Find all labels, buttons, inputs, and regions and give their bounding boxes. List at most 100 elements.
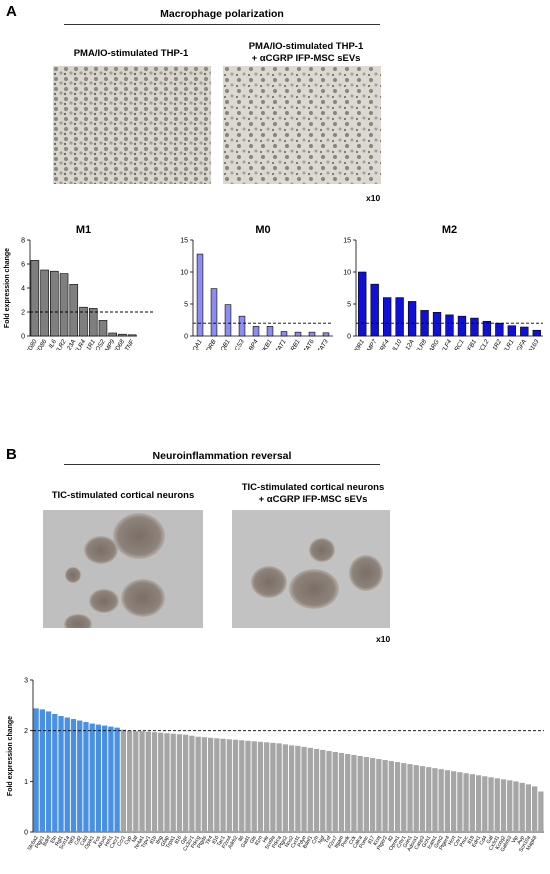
- x-tick-label: Cyp: [124, 835, 134, 846]
- bar: [264, 742, 270, 832]
- x-tick-label: TNF: [124, 338, 137, 350]
- bar: [83, 722, 89, 832]
- bar: [351, 754, 357, 832]
- y-tick-label: 6: [21, 262, 25, 269]
- bar: [257, 741, 264, 832]
- x-tick-label: TLR8: [415, 338, 429, 350]
- bar: [133, 731, 139, 832]
- neurosphere: [65, 567, 81, 583]
- bar: [369, 758, 376, 832]
- bar: [394, 762, 401, 832]
- bar: [50, 270, 59, 337]
- y-tick-label: 10: [180, 270, 188, 277]
- y-tick-label: 15: [180, 238, 188, 245]
- bar: [358, 271, 367, 337]
- bar: [407, 301, 417, 337]
- x-tick-label: Grm2: [433, 835, 445, 849]
- bar: [338, 752, 345, 832]
- neurosphere: [121, 579, 165, 617]
- x-tick-label: Crhr1: [396, 835, 408, 849]
- x-tick-label: Tlr4: [205, 835, 215, 846]
- x-tick-label: Vip: [511, 835, 520, 845]
- x-tick-label: Tnf: [324, 835, 333, 845]
- bar: [70, 719, 77, 832]
- bar: [507, 780, 513, 832]
- x-tick-label: Gch1: [421, 835, 432, 849]
- x-tick-label: Cdcl: [79, 835, 89, 847]
- bar: [419, 766, 426, 832]
- y-axis-label: Fold expression change: [4, 248, 11, 328]
- bar: [79, 306, 88, 337]
- bar: [326, 750, 332, 832]
- x-tick-label: Pdyn: [297, 835, 308, 848]
- x-tick-label: Kcnj: [372, 835, 382, 847]
- x-tick-label: Crh: [311, 835, 320, 845]
- bar: [158, 732, 164, 832]
- bar: [432, 768, 438, 832]
- bar: [145, 731, 151, 832]
- bar: [45, 711, 52, 832]
- x-tick-label: TLR1: [502, 339, 516, 351]
- neurosphere: [309, 538, 335, 562]
- bar: [220, 738, 226, 832]
- bar: [276, 743, 282, 832]
- x-tick-label: Gal: [486, 835, 495, 845]
- bar: [495, 322, 504, 337]
- panel-a-title: Macrophage polarization: [160, 8, 284, 20]
- bar: [183, 734, 189, 832]
- x-tick-label: Cxcl1: [290, 835, 302, 849]
- bar: [470, 317, 479, 337]
- bar: [52, 713, 58, 832]
- x-tick-label: Tac1: [216, 835, 227, 848]
- bar: [457, 315, 467, 337]
- x-tick-label: VEGFA: [512, 339, 529, 351]
- bar: [251, 741, 257, 832]
- x-tick-label: Il18: [467, 835, 476, 845]
- x-tick-label: FABP4: [244, 338, 260, 350]
- x-tick-label: TGFB1: [462, 339, 478, 351]
- x-tick-label: CD86: [34, 338, 48, 350]
- panel-b-title: Neuroinflammation reversal: [152, 450, 292, 462]
- neurosphere: [289, 569, 339, 609]
- x-tick-label: Edn1: [471, 835, 482, 849]
- x-tick-label: Il2: [387, 835, 395, 843]
- bar: [245, 740, 251, 832]
- bar: [59, 273, 69, 337]
- chart-neuroinflammation: Fold expression change0123Slc6a2Ptgs1Bdn…: [7, 678, 544, 853]
- bar: [189, 735, 195, 832]
- y-tick-label: 0: [184, 334, 188, 341]
- bar: [525, 784, 532, 832]
- chart-title: M0: [255, 224, 270, 236]
- chart-title: M2: [442, 224, 457, 236]
- x-tick-label: PPARG: [424, 338, 441, 350]
- bar: [127, 334, 137, 337]
- bar: [313, 748, 320, 832]
- panel-b-magnification: x10: [376, 634, 391, 644]
- bar: [457, 772, 463, 832]
- bar: [345, 753, 351, 832]
- x-tick-label: HLA-DRB: [198, 339, 218, 351]
- x-tick-label: IL10: [391, 338, 403, 350]
- bar: [232, 739, 239, 832]
- chart-m0: M0051015HLA-DQA1HLA-DRBHLA-DQB1SOCS3FABP…: [180, 224, 333, 351]
- x-tick-label: Nos2: [284, 835, 295, 849]
- bar: [64, 717, 70, 832]
- y-tick-label: 3: [24, 678, 28, 685]
- x-tick-label: Ntf: [131, 835, 140, 844]
- x-tick-label: Itgam: [334, 835, 346, 849]
- micrograph-neurons-sevs: [232, 510, 390, 628]
- x-tick-label: TLR4: [73, 338, 87, 350]
- x-tick-label: Ntf3: [67, 835, 77, 846]
- x-tick-label: NFKB1: [258, 339, 274, 351]
- panel-a-right-caption: PMA/IO-stimulated THP-1 + αCGRP IFP-MSC …: [220, 41, 392, 64]
- x-tick-label: Avp: [516, 835, 526, 846]
- x-tick-label: Ifng: [155, 835, 165, 846]
- y-axis-label: Fold expression change: [7, 716, 14, 796]
- panel-a-magnification: x10: [366, 193, 381, 203]
- bar: [320, 749, 326, 832]
- x-tick-label: Cd2: [74, 835, 84, 846]
- bar: [58, 715, 64, 832]
- neurosphere: [251, 566, 287, 598]
- x-tick-label: IL12A: [402, 339, 416, 351]
- bar: [370, 283, 379, 337]
